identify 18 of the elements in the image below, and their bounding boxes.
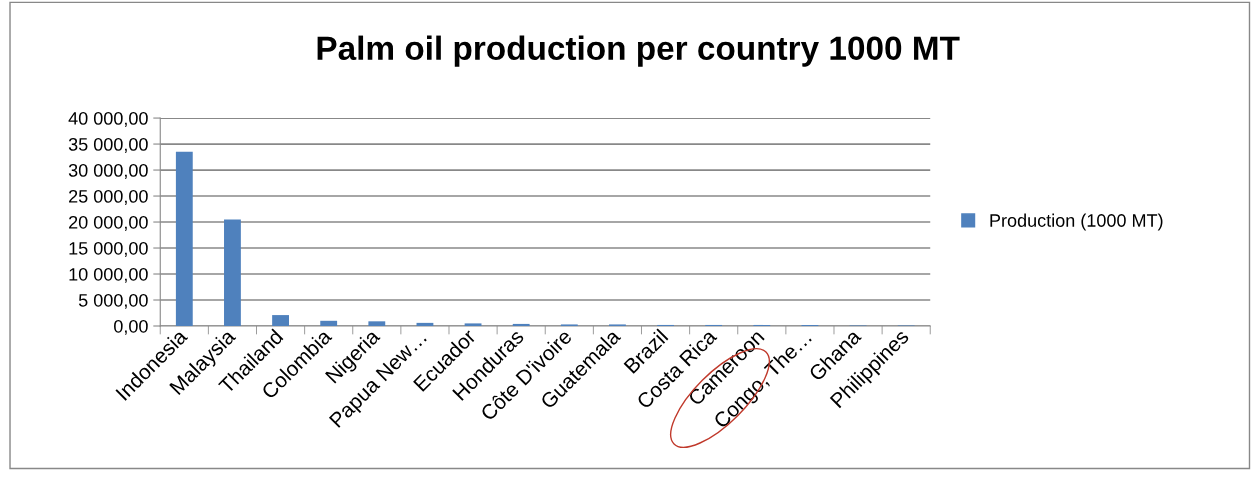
y-tick-label: 40 000,00	[68, 112, 148, 127]
y-tick-label: 15 000,00	[69, 241, 148, 257]
legend-label: Production (1000 MT)	[990, 213, 1163, 231]
bar	[175, 151, 193, 326]
chart-title: Palm oil production per country 1000 MT	[317, 35, 960, 67]
bar	[512, 323, 530, 326]
bar	[464, 323, 482, 326]
y-tick-label: 35 000,00	[68, 137, 148, 153]
bar	[416, 322, 434, 326]
y-tick-label: 30 000,00	[68, 163, 148, 179]
bar	[272, 315, 289, 326]
bar	[368, 321, 386, 326]
bar	[224, 219, 241, 326]
y-tick-label: 10 000,00	[69, 267, 148, 283]
y-tick-label: 5 000,00	[78, 293, 148, 309]
bar	[320, 320, 338, 326]
y-tick-label: 20 000,00	[69, 215, 148, 231]
y-tick-label: 25 000,00	[69, 189, 148, 205]
